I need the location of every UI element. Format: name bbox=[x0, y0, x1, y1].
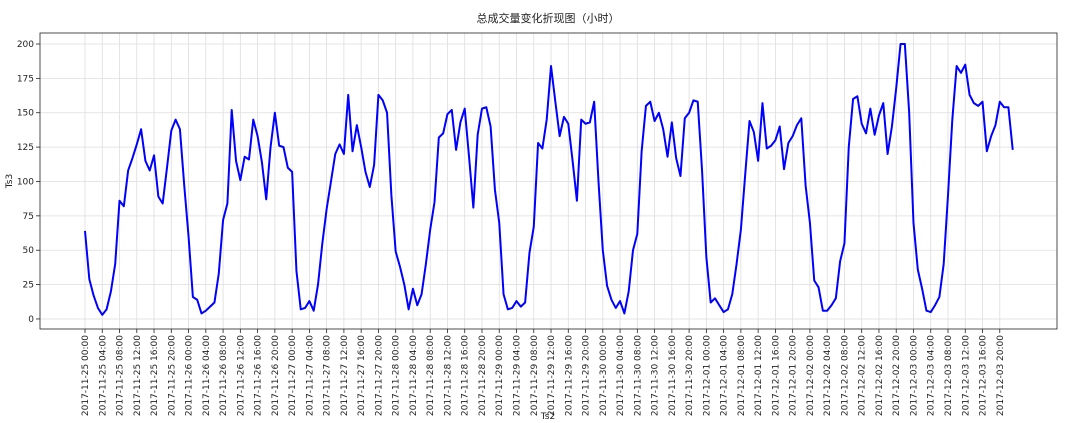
x-tick-label: 2017-12-01 12:00 bbox=[754, 335, 764, 416]
x-tick-label: 2017-12-03 12:00 bbox=[961, 335, 971, 416]
y-tick-label: 50 bbox=[23, 246, 35, 256]
y-tick-label: 200 bbox=[17, 40, 34, 50]
chart-title: 总成交量变化折现图（小时） bbox=[477, 11, 620, 25]
x-tick-label: 2017-11-29 16:00 bbox=[564, 335, 574, 416]
x-tick-label: 2017-12-01 20:00 bbox=[789, 335, 799, 416]
x-tick-label: 2017-11-27 12:00 bbox=[340, 335, 350, 416]
x-tick-label: 2017-12-02 00:00 bbox=[806, 335, 816, 416]
x-tick-label: 2017-11-27 08:00 bbox=[323, 335, 333, 416]
x-tick-label: 2017-11-28 04:00 bbox=[409, 335, 419, 416]
x-tick-label: 2017-12-01 08:00 bbox=[737, 335, 747, 416]
x-tick-label: 2017-11-30 08:00 bbox=[633, 335, 643, 416]
x-tick-label: 2017-11-26 12:00 bbox=[236, 335, 246, 416]
x-tick-label: 2017-12-02 08:00 bbox=[840, 335, 850, 416]
x-tick-label: 2017-11-25 12:00 bbox=[133, 335, 143, 416]
x-tick-label: 2017-11-29 08:00 bbox=[530, 335, 540, 416]
x-tick-label: 2017-11-25 08:00 bbox=[116, 335, 126, 416]
x-tick-label: 2017-12-03 20:00 bbox=[996, 335, 1006, 416]
x-tick-label: 2017-11-27 04:00 bbox=[305, 335, 315, 416]
x-tick-label: 2017-11-30 00:00 bbox=[599, 335, 609, 416]
x-tick-label: 2017-12-02 12:00 bbox=[858, 335, 868, 416]
x-tick-label: 2017-11-25 16:00 bbox=[150, 335, 160, 416]
plot-frame bbox=[39, 32, 1058, 330]
y-axis-label: Ts3 bbox=[5, 174, 15, 189]
x-tick-label: 2017-12-03 04:00 bbox=[927, 335, 937, 416]
x-tick-label: 2017-11-26 04:00 bbox=[202, 335, 212, 416]
x-tick-label: 2017-12-02 20:00 bbox=[892, 335, 902, 416]
x-tick-label: 2017-11-30 16:00 bbox=[668, 335, 678, 416]
y-tick-label: 175 bbox=[17, 74, 34, 84]
x-tick-label: 2017-11-29 00:00 bbox=[495, 335, 505, 416]
x-tick-label: 2017-11-30 20:00 bbox=[685, 335, 695, 416]
x-tick-label: 2017-11-29 12:00 bbox=[547, 335, 557, 416]
x-tick-label: 2017-12-01 16:00 bbox=[771, 335, 781, 416]
y-tick-label: 125 bbox=[17, 143, 34, 153]
y-tick-label: 25 bbox=[23, 281, 34, 291]
x-tick-label: 2017-12-02 04:00 bbox=[823, 335, 833, 416]
x-axis-label: Ts2 bbox=[540, 412, 555, 422]
x-tick-label: 2017-12-02 16:00 bbox=[875, 335, 885, 416]
x-tick-label: 2017-11-28 12:00 bbox=[443, 335, 453, 416]
x-tick-label: 2017-11-26 00:00 bbox=[185, 335, 195, 416]
x-tick-label: 2017-11-30 12:00 bbox=[651, 335, 661, 416]
y-tick-label: 0 bbox=[28, 315, 34, 325]
x-tick-label: 2017-12-03 00:00 bbox=[909, 335, 919, 416]
x-tick-label: 2017-12-03 16:00 bbox=[979, 335, 989, 416]
x-tick-label: 2017-12-01 00:00 bbox=[702, 335, 712, 416]
x-tick-label: 2017-11-29 04:00 bbox=[513, 335, 523, 416]
x-tick-label: 2017-11-26 20:00 bbox=[271, 335, 281, 416]
x-tick-label: 2017-11-25 04:00 bbox=[98, 335, 108, 416]
x-tick-label: 2017-11-27 00:00 bbox=[288, 335, 298, 416]
x-tick-label: 2017-11-30 04:00 bbox=[616, 335, 626, 416]
x-tick-label: 2017-12-03 08:00 bbox=[944, 335, 954, 416]
x-tick-label: 2017-11-28 16:00 bbox=[461, 335, 471, 416]
x-tick-label: 2017-11-29 20:00 bbox=[582, 335, 592, 416]
data-line bbox=[84, 43, 1014, 316]
y-tick-label: 150 bbox=[17, 109, 34, 119]
x-tick-label: 2017-11-27 16:00 bbox=[357, 335, 367, 416]
x-tick-label: 2017-11-28 08:00 bbox=[426, 335, 436, 416]
x-tick-label: 2017-11-26 08:00 bbox=[219, 335, 229, 416]
y-tick-label: 100 bbox=[17, 177, 34, 187]
x-tick-label: 2017-11-26 16:00 bbox=[254, 335, 264, 416]
x-tick-label: 2017-11-28 20:00 bbox=[478, 335, 488, 416]
x-tick-label: 2017-11-27 20:00 bbox=[374, 335, 384, 416]
x-tick-label: 2017-11-28 00:00 bbox=[392, 335, 402, 416]
x-tick-label: 2017-11-25 20:00 bbox=[167, 335, 177, 416]
x-tick-label: 2017-11-25 00:00 bbox=[81, 335, 91, 416]
x-tick-label: 2017-12-01 04:00 bbox=[720, 335, 730, 416]
y-tick-label: 75 bbox=[23, 212, 34, 222]
